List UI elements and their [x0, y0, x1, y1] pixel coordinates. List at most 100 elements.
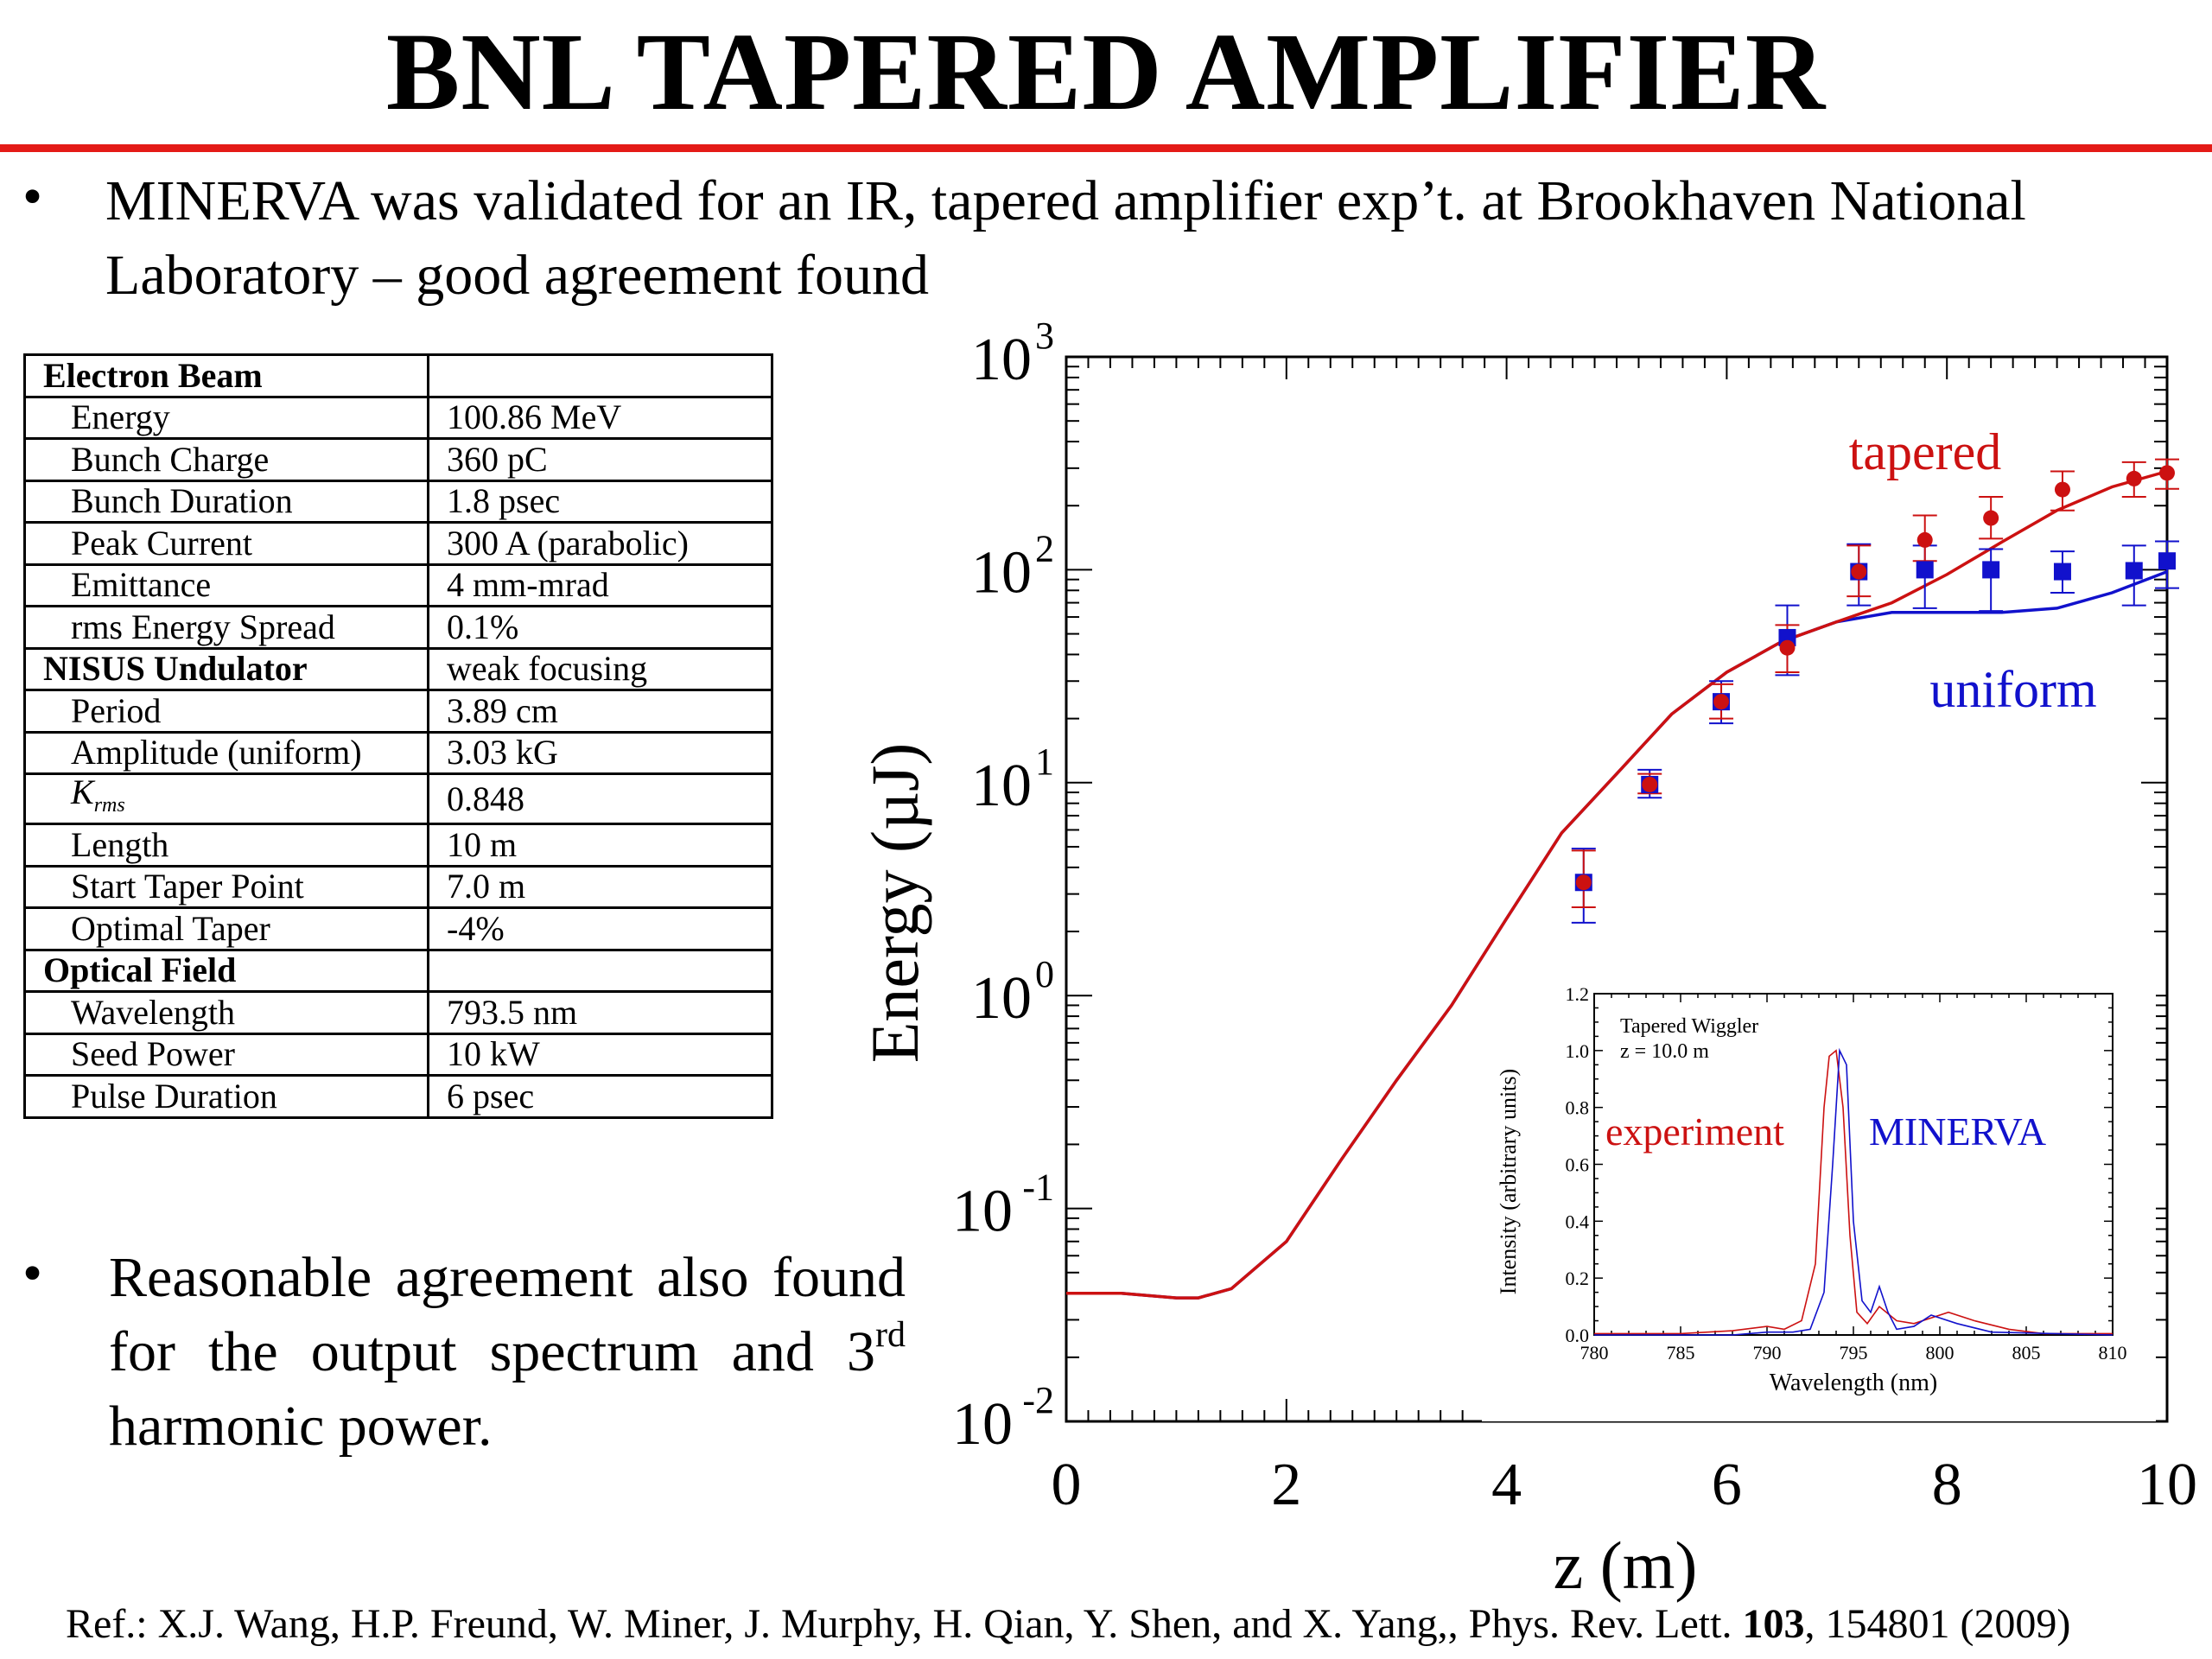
parameter-value: 6 psec [427, 1074, 773, 1119]
parameter-name: Peak Current [23, 521, 429, 566]
x-tick-label: 2 [1271, 1452, 1301, 1518]
y-tick-label-exponent: 1 [1035, 741, 1054, 783]
bullet-text-validation: MINERVA was validated for an IR, tapered… [105, 169, 2026, 307]
parameter-value: 3.03 kG [427, 730, 773, 775]
minerva-spectrum-line [1594, 1047, 2113, 1336]
uniform-label: uniform [1929, 661, 2096, 718]
table-row: Bunch Duration 1.8 psec [23, 479, 773, 524]
tapered-data-point [1983, 510, 1999, 526]
inset-x-tick-label: 795 [1840, 1342, 1868, 1363]
parameter-value: 7.0 m [427, 864, 773, 909]
table-row: Optimal Taper -4% [23, 906, 773, 951]
inset-y-tick-label: 0.4 [1566, 1211, 1590, 1232]
reference-suffix: , 154801 (2009) [1804, 1601, 2071, 1647]
inset-x-tick-label: 810 [2099, 1342, 2127, 1363]
y-tick-label-base: 10 [971, 327, 1032, 393]
table-row: Optical Field [23, 948, 773, 993]
y-axis-label: Energy (µJ) [857, 743, 932, 1064]
uniform-data-point [2053, 563, 2071, 581]
y-tick-label: 10 -2 [952, 1379, 1054, 1458]
tapered-data-point [1575, 874, 1592, 891]
parameter-value: 10 m [427, 823, 773, 868]
parameter-name: Amplitude (uniform) [23, 730, 429, 775]
parameter-value: weak focusing [427, 646, 773, 691]
minerva-label: MINERVA [1869, 1109, 2046, 1154]
parameter-value: 3.89 cm [427, 689, 773, 734]
parameter-value [427, 353, 773, 398]
tapered-data-point [1916, 531, 1933, 548]
uniform-data-point [2158, 552, 2176, 570]
table-row: NISUS Undulator weak focusing [23, 646, 773, 691]
y-tick-label-base: 10 [971, 965, 1032, 1032]
table-section-header: Electron Beam [23, 353, 429, 398]
table-row: Electron Beam [23, 353, 773, 398]
bullet2-superscript: rd [875, 1315, 906, 1355]
experiment-label: experiment [1605, 1109, 1784, 1154]
y-tick-label-base: 10 [971, 753, 1032, 819]
inset-subtitle: z = 10.0 m [1620, 1040, 1709, 1063]
parameter-value: 4 mm-mrad [427, 563, 773, 607]
y-tick-label-base: 10 [971, 539, 1032, 606]
inset-y-tick-label: 1.0 [1566, 1040, 1590, 1062]
y-tick-label-base: 10 [952, 1179, 1013, 1245]
inset-x-tick-label: 805 [2012, 1342, 2041, 1363]
tapered-simulation-line [1066, 469, 2168, 1300]
inset-y-tick-label: 0.0 [1566, 1325, 1590, 1346]
inset-y-tick-label: 0.2 [1566, 1268, 1590, 1289]
bullet2-text-part1: Reasonable agreement also found for the … [109, 1246, 906, 1383]
inset-y-tick-label: 1.2 [1566, 983, 1590, 1005]
tapered-data-point [1713, 694, 1730, 710]
parameter-symbol: K [71, 772, 94, 811]
tapered-data-point [1642, 776, 1658, 792]
y-tick-label: 10 0 [971, 953, 1054, 1032]
reference-prefix: Ref.: X.J. Wang, H.P. Freund, W. Miner, … [66, 1601, 1743, 1647]
bullet-marker: • [22, 1242, 43, 1305]
table-row: rms Energy Spread 0.1% [23, 605, 773, 650]
parameter-value: 0.848 [427, 772, 773, 825]
tapered-data-point [1851, 563, 1867, 580]
title-divider [0, 144, 2212, 152]
parameter-name: rms Energy Spread [23, 605, 429, 650]
y-tick-label-exponent: 3 [1035, 315, 1054, 357]
parameter-value: 1.8 psec [427, 479, 773, 524]
y-tick-label-exponent: 2 [1035, 527, 1054, 569]
parameter-name: Length [23, 823, 429, 868]
table-row: Bunch Charge 360 pC [23, 437, 773, 482]
reference-line: Ref.: X.J. Wang, H.P. Freund, W. Miner, … [66, 1600, 2070, 1648]
parameter-name: Bunch Duration [23, 479, 429, 524]
x-tick-label: 10 [2137, 1452, 2197, 1518]
parameter-name: Start Taper Point [23, 864, 429, 909]
parameter-name: Krms [23, 772, 429, 825]
inset-title: Tapered Wiggler [1620, 1015, 1758, 1038]
table-row: Start Taper Point 7.0 m [23, 864, 773, 909]
tapered-label: tapered [1849, 423, 2002, 480]
bullet2-text-part2: harmonic power. [109, 1395, 493, 1458]
y-tick-label-base: 10 [952, 1391, 1013, 1458]
y-tick-label: 10 1 [971, 741, 1054, 819]
parameter-name: Emittance [23, 563, 429, 607]
parameter-value: -4% [427, 906, 773, 951]
uniform-data-point [1982, 561, 2000, 579]
table-section-header: Optical Field [23, 948, 429, 993]
x-tick-label: 8 [1932, 1452, 1962, 1518]
parameter-name: Period [23, 689, 429, 734]
y-tick-label-exponent: -2 [1022, 1379, 1054, 1421]
table-row: Wavelength 793.5 nm [23, 990, 773, 1035]
parameter-name: Seed Power [23, 1032, 429, 1077]
inset-y-axis-label: Intensity (arbitrary units) [1496, 1069, 1521, 1294]
uniform-data-point [2125, 562, 2143, 580]
parameter-value: 0.1% [427, 605, 773, 650]
inset-x-tick-label: 800 [1926, 1342, 1955, 1363]
parameter-value: 360 pC [427, 437, 773, 482]
table-row: Emittance 4 mm-mrad [23, 563, 773, 607]
table-row: Period 3.89 cm [23, 689, 773, 734]
y-tick-label-exponent: 0 [1035, 953, 1054, 995]
parameter-name: Optimal Taper [23, 906, 429, 951]
parameter-name: Energy [23, 395, 429, 440]
table-row: Pulse Duration 6 psec [23, 1074, 773, 1119]
parameter-value [427, 948, 773, 993]
table-row: Krms 0.848 [23, 772, 773, 825]
x-tick-label: 0 [1052, 1452, 1082, 1518]
table-row: Seed Power 10 kW [23, 1032, 773, 1077]
